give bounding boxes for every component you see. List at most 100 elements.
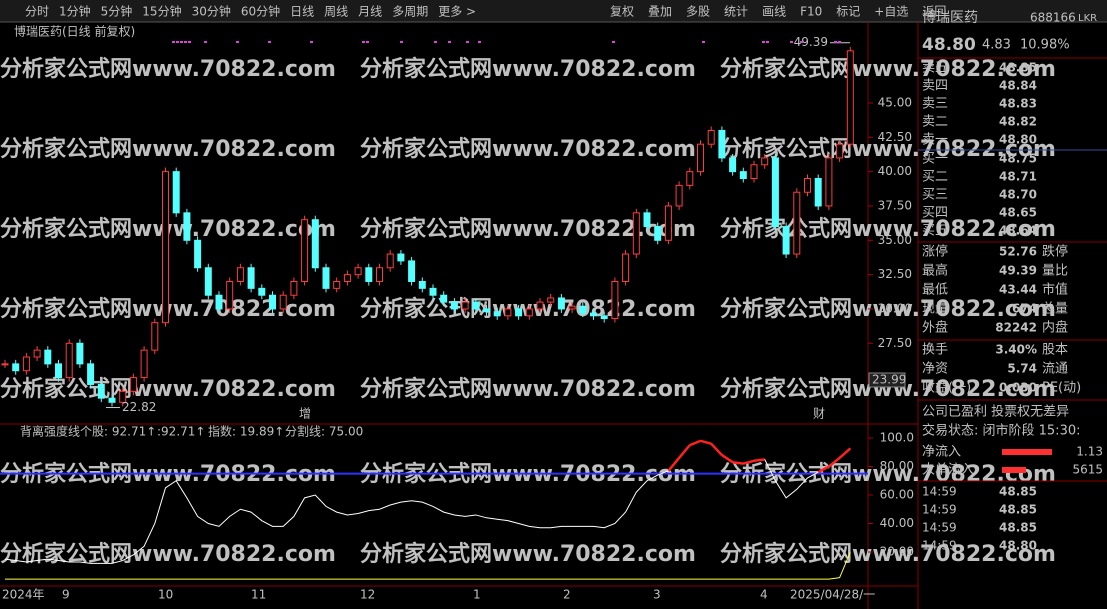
index-line	[5, 551, 851, 580]
tool-button[interactable]: 画线	[762, 5, 786, 19]
watermark: 分析家公式网www.70822.com	[0, 376, 336, 402]
candle-body	[87, 363, 95, 385]
y-tick-label: 35.00	[878, 233, 912, 247]
candle-body	[365, 267, 373, 282]
candle-body	[269, 294, 276, 310]
signal-dot	[762, 41, 765, 43]
watermark: 分析家公式网www.70822.com	[0, 541, 336, 567]
stat-label: 总量	[1042, 302, 1068, 317]
candle-body	[429, 287, 437, 296]
x-tick-label: 9	[62, 588, 70, 602]
watermark: 分析家公式网www.70822.com	[360, 541, 696, 567]
trade-time: 14:59	[922, 485, 957, 499]
tool-button[interactable]: +自选	[874, 5, 908, 19]
tool-button[interactable]: 叠加	[648, 5, 672, 19]
candle-body	[215, 294, 223, 310]
candle-body	[782, 226, 790, 255]
tool-button[interactable]: 多股	[686, 5, 710, 19]
stat-value: 43.44	[999, 283, 1037, 297]
tab[interactable]: 多周期	[392, 5, 428, 19]
tab[interactable]: 60分钟	[241, 4, 280, 19]
tool-button[interactable]: F10	[800, 5, 822, 19]
candle-body	[590, 312, 597, 317]
candle-body	[761, 157, 769, 166]
candle-body	[675, 184, 683, 207]
tab[interactable]: 更多 >	[438, 5, 476, 19]
candle-body	[183, 212, 191, 241]
flow-value: 1.13	[1076, 445, 1103, 459]
candle-body	[418, 280, 426, 289]
candle-body	[686, 171, 694, 186]
last-box	[868, 372, 906, 388]
tab[interactable]: 月线	[358, 5, 382, 19]
tool-button[interactable]: 返回	[922, 5, 946, 19]
candle-body	[333, 280, 341, 289]
signal-dot	[236, 41, 239, 43]
tab[interactable]: 日线	[290, 5, 314, 19]
marker: 财	[813, 407, 825, 421]
y-tick-label: 80.00	[880, 459, 914, 473]
candle-body	[354, 267, 362, 276]
stat-label: 市值	[1042, 282, 1068, 298]
candle-body	[579, 305, 587, 314]
tab[interactable]: 分时	[25, 5, 49, 19]
y-tick-label: 40.00	[878, 164, 912, 178]
x-tick-label: 2025/04/28/一	[790, 588, 875, 602]
book-price: 48.75	[999, 152, 1037, 166]
watermark: 分析家公式网www.70822.com	[360, 376, 696, 402]
book-price: 48.84	[999, 79, 1037, 93]
tab[interactable]: 30分钟	[192, 4, 231, 19]
stat-label: 流通	[1042, 362, 1068, 377]
stat-label: 收益(一)	[922, 381, 971, 396]
stat-label: 最高	[922, 263, 948, 279]
trade-price: 48.85	[999, 503, 1037, 517]
candle-body	[611, 280, 619, 320]
y-tick-label: 100.0	[880, 431, 914, 445]
strength-high-segment	[721, 454, 734, 464]
tab[interactable]: 5分钟	[101, 4, 133, 19]
high-label: 49.39	[794, 35, 828, 49]
candle-body	[461, 301, 469, 310]
signal-dot	[702, 41, 705, 43]
trade-price: 48.85	[999, 485, 1037, 499]
tool-button[interactable]: 复权	[610, 5, 634, 19]
tab[interactable]: 1分钟	[59, 4, 91, 19]
candle-body	[739, 171, 747, 180]
price: 48.80	[922, 35, 976, 55]
stat-value: 0.030	[999, 381, 1037, 395]
signal-dot	[400, 41, 403, 43]
signal-dot	[366, 41, 369, 43]
strength-high-segment	[689, 439, 701, 447]
trade-time: 14:59	[922, 521, 957, 535]
candle-body	[846, 50, 854, 145]
candle-body	[825, 157, 833, 207]
y-tick-label: 37.50	[878, 198, 912, 212]
signal-dot	[310, 41, 313, 43]
candle-body	[622, 253, 630, 282]
candle-body	[643, 212, 651, 228]
candle-body	[279, 294, 287, 310]
y-tick-label: 42.50	[878, 130, 912, 144]
tab[interactable]: 周线	[324, 5, 348, 19]
strength-high-segment	[732, 460, 744, 465]
candle-body	[322, 267, 330, 289]
y-tick-label: 60.00	[880, 488, 914, 502]
candle-body	[557, 297, 565, 310]
change-pct: 10.98%	[1020, 38, 1070, 53]
tab[interactable]: 15分钟	[142, 4, 181, 19]
candle-body	[311, 219, 319, 269]
candle-body	[814, 178, 822, 207]
stat-value: 3.40%	[995, 343, 1037, 357]
candle-body	[33, 349, 41, 358]
candle-body	[343, 274, 351, 282]
candle-body	[729, 157, 737, 173]
candle-body	[172, 171, 180, 214]
stat-label: 换手	[922, 343, 948, 358]
tool-button[interactable]: 统计	[724, 5, 748, 19]
candle-body	[12, 363, 20, 372]
y-tick-label: 30.00	[878, 301, 912, 315]
tool-button[interactable]: 标记	[836, 5, 860, 19]
x-tick-label: 4	[760, 588, 768, 602]
candle-body	[408, 260, 416, 282]
